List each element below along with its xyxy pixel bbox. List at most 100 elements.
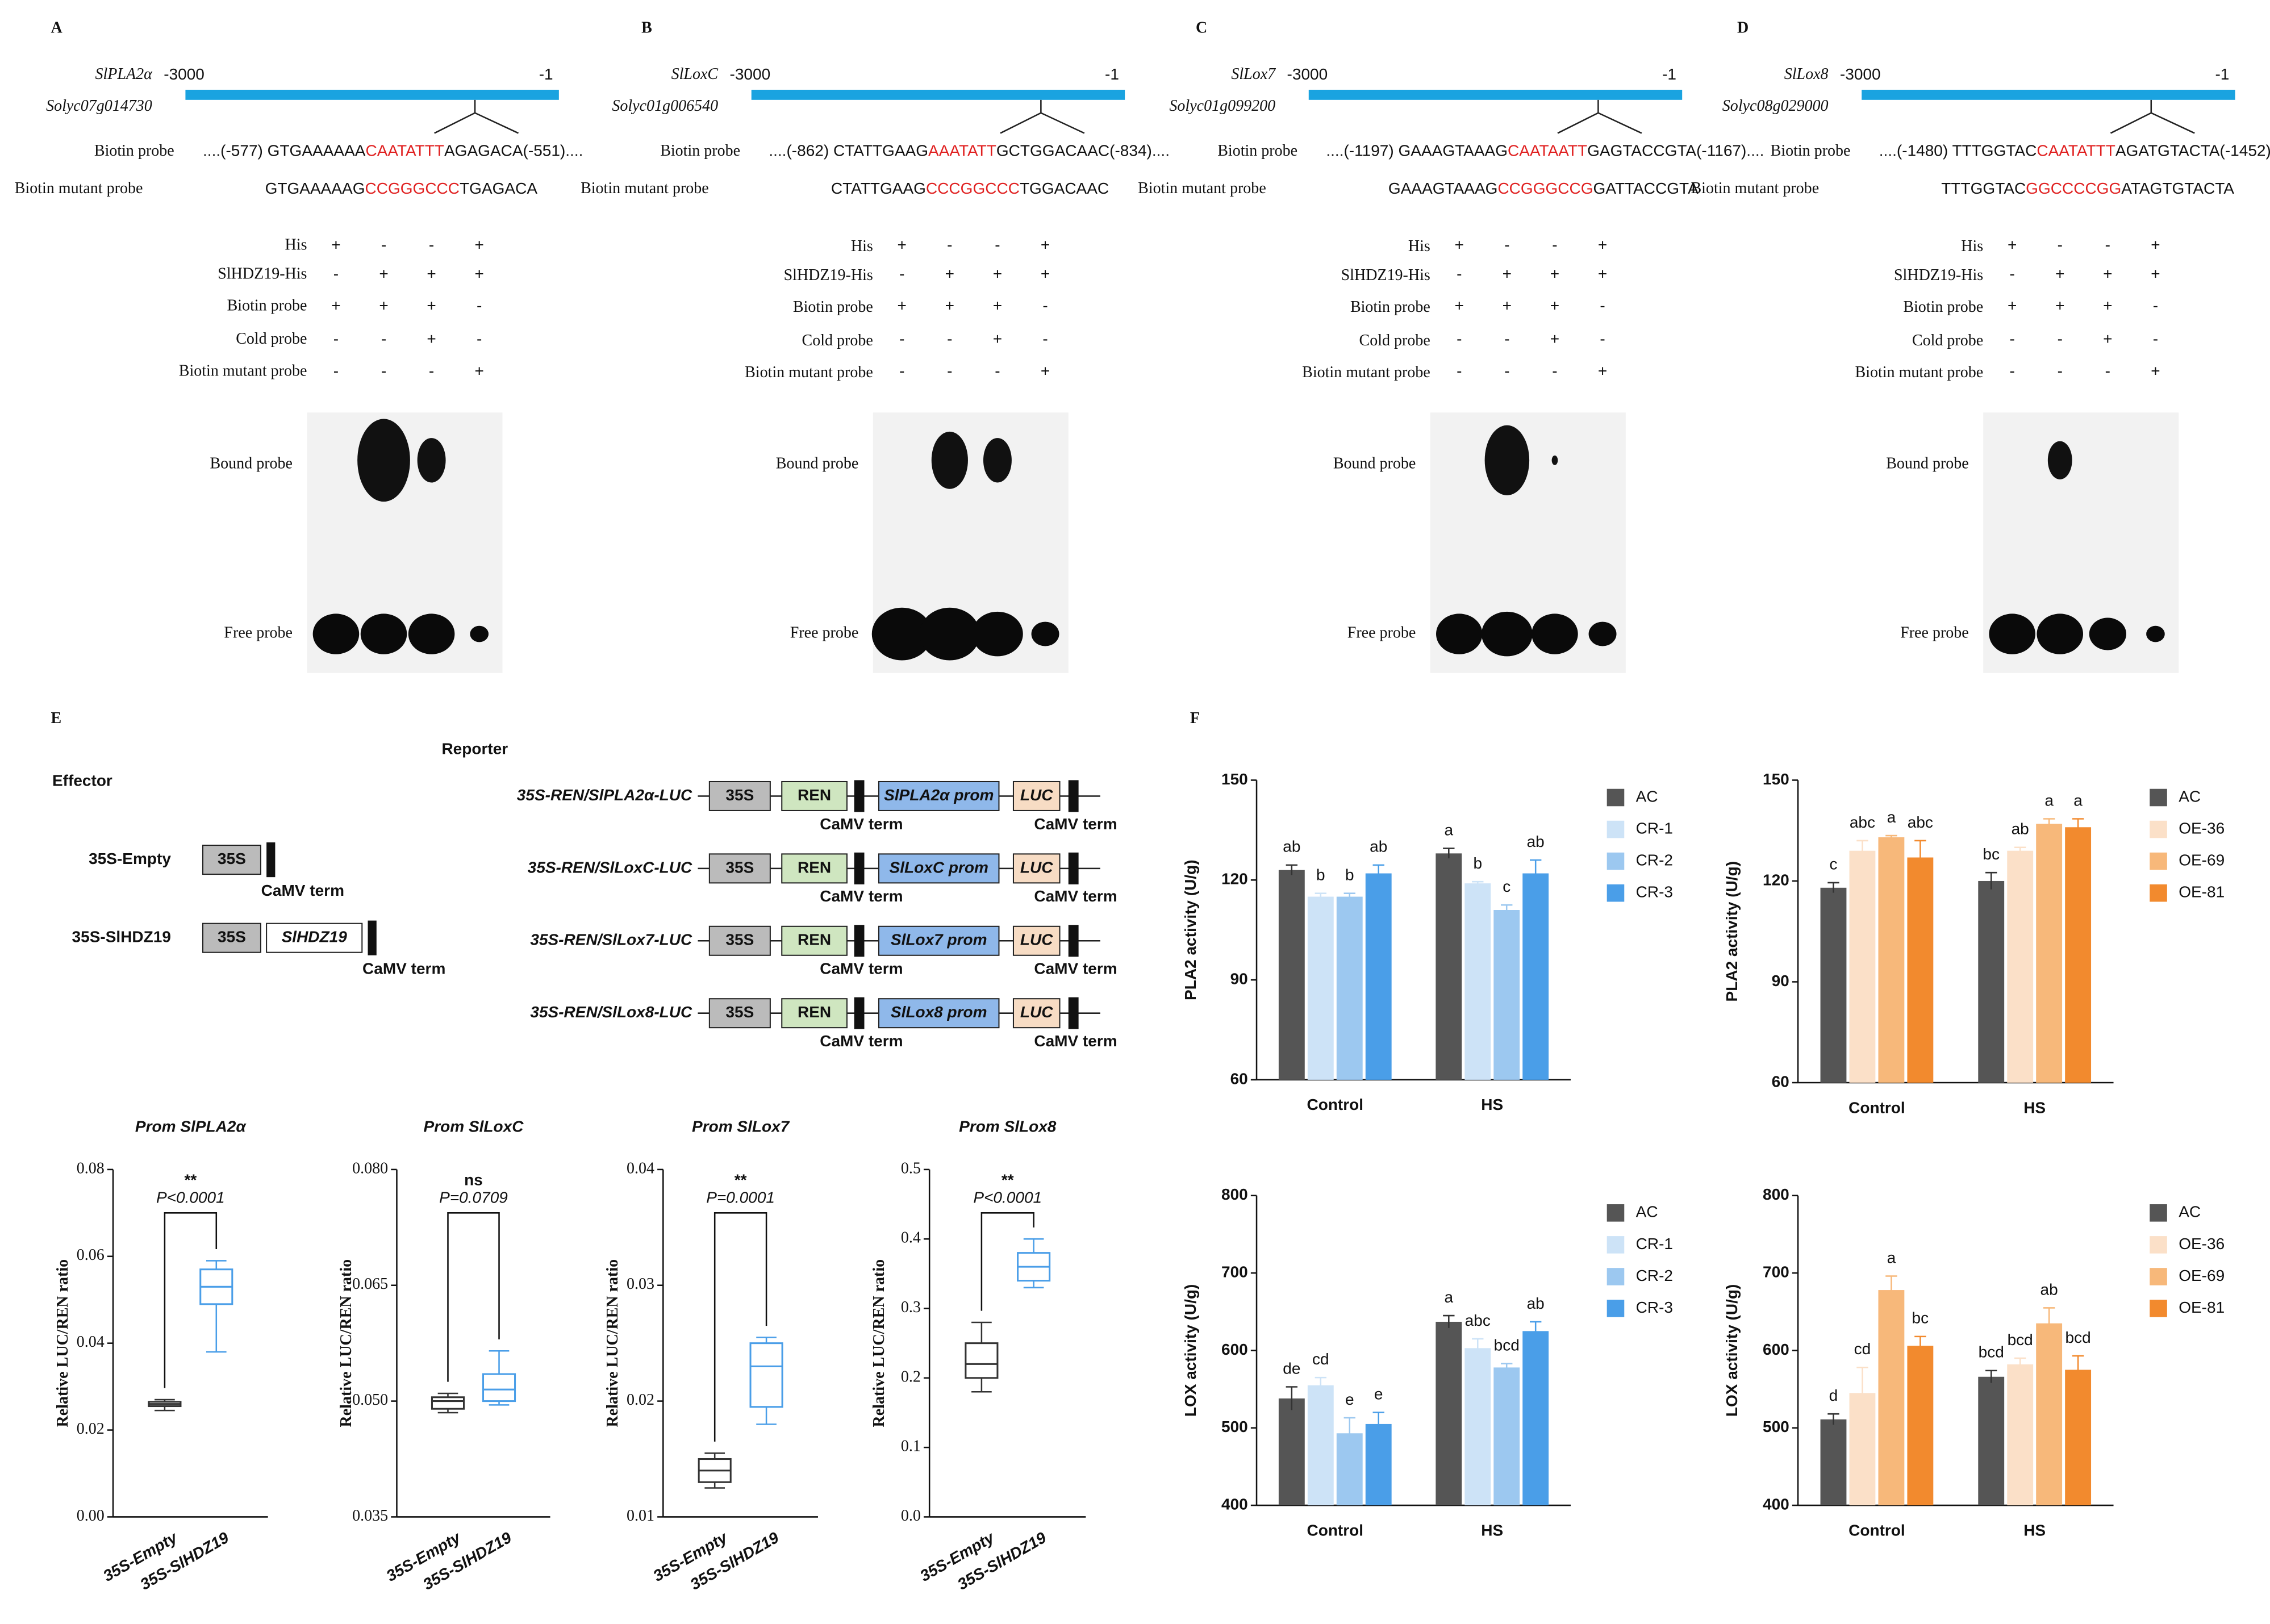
y-axis-label: LOX activity (U/g) xyxy=(1182,1284,1199,1417)
condition-sign: - xyxy=(1552,362,1557,379)
box xyxy=(749,1342,783,1408)
condition-sign: - xyxy=(1457,362,1462,379)
chart-title: Prom SlLoxC xyxy=(424,1117,524,1135)
promoter-bar xyxy=(1862,89,2235,100)
condition-sign: - xyxy=(2105,362,2110,379)
y-axis-label: Relative LUC/REN ratio xyxy=(54,1259,72,1427)
sequence-part: TGAGACA xyxy=(460,179,537,197)
y-axis-label: LOX activity (U/g) xyxy=(1723,1284,1741,1417)
condition-sign: - xyxy=(381,236,386,254)
terminator xyxy=(854,925,865,957)
construct-name: 35S-SlHDZ19 xyxy=(72,928,171,946)
y-tick-label: 150 xyxy=(1221,770,1248,788)
construct-name: 35S-REN/SlLoxC-LUC xyxy=(528,858,692,876)
terminator-label: CaMV term xyxy=(1034,1032,1117,1050)
y-axis-label: PLA2 activity (U/g) xyxy=(1182,859,1199,1000)
condition-sign: - xyxy=(2009,330,2014,348)
y-tick-label: 0.00 xyxy=(77,1507,105,1525)
condition-sign: + xyxy=(2103,330,2112,348)
condition-sign: + xyxy=(993,330,1002,348)
probe-sequence: ....(-1480) TTTGGTACCAATATTTAGATGTACTA(-… xyxy=(1879,142,2270,160)
bar xyxy=(1307,896,1334,1080)
significance-letter: cd xyxy=(1854,1340,1871,1358)
bar xyxy=(1365,873,1392,1080)
condition-sign: + xyxy=(898,236,907,254)
sequence-part: GATTACCGTA xyxy=(1593,179,1699,197)
condition-sign: + xyxy=(1455,236,1464,254)
y-tick-label: 60 xyxy=(1230,1070,1248,1087)
error-bar xyxy=(1443,848,1455,859)
condition-sign: + xyxy=(379,265,388,283)
condition-sign: - xyxy=(899,265,904,283)
sequence-part: GTGAAAAAG xyxy=(265,179,365,197)
bar xyxy=(1365,1423,1392,1506)
condition-sign: - xyxy=(1457,265,1462,283)
p-value: P<0.0001 xyxy=(156,1188,225,1206)
significance-letter: ab xyxy=(2041,1280,2058,1298)
site-marker xyxy=(434,99,519,134)
promoter-end: -1 xyxy=(539,65,553,83)
y-tick-label: 0.2 xyxy=(901,1368,921,1385)
gel-band xyxy=(417,438,446,483)
free-label: Free probe xyxy=(224,624,293,642)
sequence-part: TGGACAAC xyxy=(1020,179,1109,197)
condition-sign: - xyxy=(995,362,1000,379)
promoter-start: -3000 xyxy=(164,65,205,83)
free-label: Free probe xyxy=(1900,624,1969,642)
construct-part-label: SlHDZ19 xyxy=(282,928,348,946)
panel-label: B xyxy=(641,19,652,36)
condition-sign: - xyxy=(2009,362,2014,379)
construct-part-label: 35S xyxy=(218,850,246,867)
condition-sign: + xyxy=(331,236,340,254)
bound-label: Bound probe xyxy=(1333,454,1416,472)
condition-sign: + xyxy=(2055,297,2064,315)
error-bar xyxy=(1985,1370,1997,1383)
condition-sign: + xyxy=(2008,297,2017,315)
construct-part-label: REN xyxy=(798,1003,831,1021)
error-bar xyxy=(2043,1307,2055,1339)
condition-sign: + xyxy=(2008,236,2017,254)
condition-label: SlHDZ19-His xyxy=(218,265,307,283)
condition-sign: - xyxy=(899,330,904,348)
error-bar xyxy=(2072,818,2084,836)
construct-part xyxy=(878,780,1000,811)
y-tick-label: 500 xyxy=(1763,1418,1789,1435)
condition-sign: - xyxy=(333,362,339,379)
construct-part-label: 35S xyxy=(725,858,754,876)
construct-part-label: LUC xyxy=(1020,931,1053,949)
condition-sign: + xyxy=(1041,236,1050,254)
condition-sign: + xyxy=(1598,236,1607,254)
error-bar xyxy=(2014,846,2026,854)
condition-label: SlHDZ19-His xyxy=(1341,266,1430,284)
y-tick-label: 0.5 xyxy=(901,1159,921,1177)
condition-label: Cold probe xyxy=(802,332,873,349)
legend-label: OE-36 xyxy=(2179,1235,2225,1253)
error-bar xyxy=(1372,1412,1384,1436)
y-tick-label: 0.035 xyxy=(352,1507,388,1525)
construct-part-label: LUC xyxy=(1020,858,1053,876)
condition-label: Cold probe xyxy=(1912,332,1983,349)
error-bar xyxy=(2072,1355,2084,1384)
error-bar xyxy=(1472,1338,1484,1358)
x-tick-label: Control xyxy=(1307,1096,1363,1113)
mutant-sequence: GAAAGTAAAGCCGGGCCGGATTACCGTA xyxy=(1388,179,1699,197)
sequence-part: CTATTGAAG xyxy=(831,179,926,197)
sequence-part: GGCCCCGG xyxy=(2026,179,2121,197)
construct-part xyxy=(708,853,771,884)
probe-sequence: ....(-577) GTGAAAAAACAATATTTAGAGACA(-551… xyxy=(203,142,583,160)
construct-part-label: 35S xyxy=(725,786,754,804)
bar xyxy=(2036,824,2063,1083)
y-axis-label: PLA2 activity (U/g) xyxy=(1723,861,1741,1002)
y-tick-label: 800 xyxy=(1763,1185,1789,1203)
error-bar xyxy=(1343,892,1355,900)
construct-part-label: REN xyxy=(798,858,831,876)
significance-letter: bcd xyxy=(2008,1331,2033,1349)
construct-part xyxy=(878,998,1000,1029)
bar xyxy=(2007,1364,2034,1506)
bound-label: Bound probe xyxy=(776,454,859,472)
condition-sign: - xyxy=(477,297,482,315)
construct-part xyxy=(878,925,1000,956)
significance-bracket xyxy=(713,1212,767,1442)
y-tick-label: 60 xyxy=(1772,1072,1789,1090)
construct-part xyxy=(781,853,848,884)
